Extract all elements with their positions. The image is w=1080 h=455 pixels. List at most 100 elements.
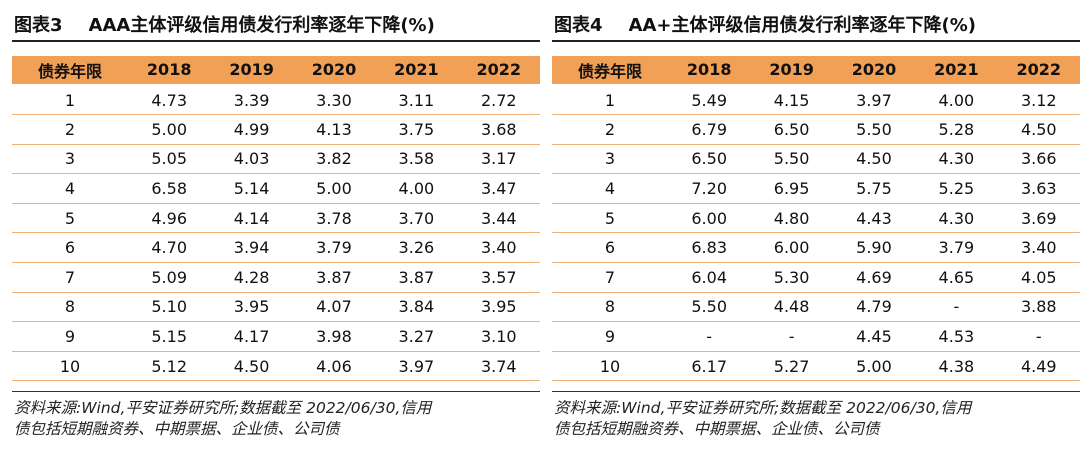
rate-cell: 3.39 <box>210 85 293 116</box>
rate-cell: 6.79 <box>668 114 751 145</box>
rate-cell: 3.74 <box>457 351 540 382</box>
rate-cell: 5.00 <box>128 114 211 145</box>
table-row: 3 5.05 4.03 3.82 3.58 3.17 <box>12 144 540 175</box>
column-header: 债券年限 <box>552 56 668 87</box>
rate-cell: 4.79 <box>832 292 916 323</box>
rate-cell: - <box>668 321 751 352</box>
rate-cell: 3.44 <box>457 203 540 234</box>
rate-cell: 4.00 <box>375 173 458 204</box>
rate-cell: 5.27 <box>750 351 833 382</box>
rate-cell: 3.97 <box>832 85 916 116</box>
table-row: 4 7.20 6.95 5.75 5.25 3.63 <box>552 173 1080 204</box>
table-row: 8 5.10 3.95 4.07 3.84 3.95 <box>12 292 540 323</box>
rate-cell: 5.49 <box>668 85 751 116</box>
rate-cell: 5.25 <box>915 173 998 204</box>
rate-cell: 3.79 <box>915 232 998 264</box>
rate-cell: 4.69 <box>832 262 916 293</box>
rate-cell: 5.50 <box>668 292 751 323</box>
rate-cell: 3.69 <box>997 203 1080 234</box>
column-header: 2020 <box>292 56 376 87</box>
rate-cell: 5.14 <box>210 173 293 204</box>
table-row: 6 4.70 3.94 3.79 3.26 3.40 <box>12 232 540 264</box>
column-header: 2018 <box>128 56 211 87</box>
table-row: 5 6.00 4.80 4.43 4.30 3.69 <box>552 203 1080 234</box>
tenor-cell: 10 <box>552 351 668 382</box>
rate-cell: 5.75 <box>832 173 916 204</box>
tenor-cell: 4 <box>12 173 128 204</box>
rate-cell: 3.40 <box>997 232 1080 264</box>
rate-cell: 3.12 <box>997 85 1080 116</box>
rate-cell: 3.68 <box>457 114 540 145</box>
rate-cell: 5.50 <box>750 144 833 175</box>
rate-cell: 4.06 <box>292 351 376 382</box>
rate-table: 债券年限 2018 2019 2020 2021 2022 1 4.73 3.39 3.30 3.… <box>12 56 540 382</box>
rate-cell: 6.83 <box>668 232 751 264</box>
source-note-line: 资料来源:Wind,平安证券研究所;数据截至 2022/06/30,信用 <box>554 399 972 417</box>
rate-cell: 5.50 <box>832 114 916 145</box>
rate-cell: 3.66 <box>997 144 1080 175</box>
rate-cell: 4.99 <box>210 114 293 145</box>
tenor-cell: 9 <box>12 321 128 352</box>
table-row: 1 5.49 4.15 3.97 4.00 3.12 <box>552 85 1080 116</box>
rate-cell: 3.97 <box>375 351 458 382</box>
rate-cell: 4.45 <box>832 321 916 352</box>
rate-cell: 4.03 <box>210 144 293 175</box>
table-row: 6 6.83 6.00 5.90 3.79 3.40 <box>552 232 1080 264</box>
rate-cell: 3.70 <box>375 203 458 234</box>
tenor-cell: 5 <box>552 203 668 234</box>
rate-cell: 4.00 <box>915 85 998 116</box>
table-row: 10 6.17 5.27 5.00 4.38 4.49 <box>552 351 1080 382</box>
rate-cell: 4.53 <box>915 321 998 352</box>
rate-cell: 5.05 <box>128 144 211 175</box>
rate-cell: 3.87 <box>375 262 458 293</box>
table-row: 7 5.09 4.28 3.87 3.87 3.57 <box>12 262 540 293</box>
source-note-line: 债包括短期融资券、中期票据、企业债、公司债 <box>554 420 880 438</box>
rate-cell: 5.90 <box>832 232 916 264</box>
rate-cell: 4.07 <box>292 292 376 323</box>
figure-label: 图表3 <box>14 15 63 36</box>
table-row: 9 5.15 4.17 3.98 3.27 3.10 <box>12 321 540 352</box>
rate-cell: 6.00 <box>750 232 833 264</box>
rate-cell: 3.95 <box>210 292 293 323</box>
rate-cell: 3.11 <box>375 85 458 116</box>
rate-cell: 4.28 <box>210 262 293 293</box>
rate-cell: 3.82 <box>292 144 376 175</box>
rate-cell: 6.04 <box>668 262 751 293</box>
rate-cell: 5.12 <box>128 351 211 382</box>
rate-cell: 4.50 <box>997 114 1080 145</box>
rate-cell: 5.10 <box>128 292 211 323</box>
source-note-line: 债包括短期融资券、中期票据、企业债、公司债 <box>14 420 340 438</box>
rate-cell: 3.79 <box>292 232 376 264</box>
table-row: 2 5.00 4.99 4.13 3.75 3.68 <box>12 114 540 145</box>
rate-cell: 3.27 <box>375 321 458 352</box>
source-note: 资料来源:Wind,平安证券研究所;数据截至 2022/06/30,信用 债包括… <box>14 398 540 440</box>
rate-cell: 3.17 <box>457 144 540 175</box>
tenor-cell: 1 <box>552 85 668 116</box>
figure-title: AAA主体评级信用债发行利率逐年下降(%) <box>88 15 435 36</box>
rate-cell: 3.78 <box>292 203 376 234</box>
left-figure: 图表3 AAA主体评级信用债发行利率逐年下降(%) 债券年限 2018 2019 20… <box>12 0 540 455</box>
figure-title-bar: 图表3 AAA主体评级信用债发行利率逐年下降(%) <box>12 8 540 42</box>
rate-cell: 4.05 <box>997 262 1080 293</box>
rate-cell: 3.57 <box>457 262 540 293</box>
rate-cell: 3.63 <box>997 173 1080 204</box>
rate-cell: 4.49 <box>997 351 1080 382</box>
rate-cell: 5.09 <box>128 262 211 293</box>
column-header: 2019 <box>210 56 293 87</box>
rate-cell: 5.15 <box>128 321 211 352</box>
figure-title-bar: 图表4 AA+主体评级信用债发行利率逐年下降(%) <box>552 8 1080 42</box>
rate-cell: 6.17 <box>668 351 751 382</box>
rate-cell: 3.87 <box>292 262 376 293</box>
tenor-cell: 2 <box>12 114 128 145</box>
table-row: 4 6.58 5.14 5.00 4.00 3.47 <box>12 173 540 204</box>
table-header-row: 债券年限 2018 2019 2020 2021 2022 <box>552 56 1080 87</box>
tenor-cell: 3 <box>552 144 668 175</box>
column-header: 2020 <box>832 56 916 87</box>
table-row: 1 4.73 3.39 3.30 3.11 2.72 <box>12 85 540 116</box>
table-row: 2 6.79 6.50 5.50 5.28 4.50 <box>552 114 1080 145</box>
rate-cell: 4.30 <box>915 144 998 175</box>
table-row: 10 5.12 4.50 4.06 3.97 3.74 <box>12 351 540 382</box>
rate-cell: 6.00 <box>668 203 751 234</box>
tenor-cell: 10 <box>12 351 128 382</box>
rate-cell: 4.80 <box>750 203 833 234</box>
